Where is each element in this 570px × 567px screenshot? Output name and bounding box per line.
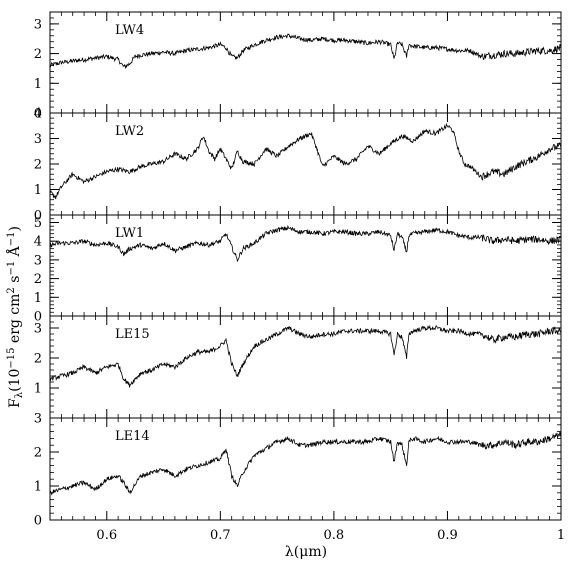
panel-label: LW4: [115, 23, 144, 38]
panel-le14: 0 1 2 3 LE14: [34, 412, 562, 529]
y-tick-label: 5: [34, 216, 42, 231]
panel-lw4: 0 1 2 3 LW4: [34, 11, 562, 122]
spectrum-line-lw1: [49, 224, 562, 262]
spectrum-line-lw4: [49, 33, 562, 70]
y-tick-label: 4: [34, 107, 42, 122]
panel-label: LE14: [115, 429, 150, 444]
x-axis-label: λ(μm): [285, 544, 327, 560]
y-tick-label: 2: [34, 272, 42, 287]
y-tick-label: 3: [34, 132, 42, 147]
panel-label: LW1: [115, 226, 144, 241]
y-tick-label: 2: [34, 352, 42, 367]
y-tick-label: 3: [34, 322, 42, 337]
y-tick-label: 2: [34, 446, 42, 461]
spectrum-line-lw2: [49, 122, 562, 200]
y-tick-label: 3: [34, 412, 42, 427]
y-tick-label: 4: [34, 235, 42, 250]
x-axis-layer: 0.6 0.7 0.8 0.9 1: [96, 528, 565, 543]
y-tick-label: 1: [34, 480, 42, 495]
x-tick-label: 1: [557, 528, 565, 543]
panel-frame: [49, 417, 562, 521]
y-tick-label: 1: [34, 291, 42, 306]
y-tick-label: 3: [34, 253, 42, 268]
y-tick-label: 0: [34, 514, 42, 529]
panel-le15: 1 2 3 LE15: [34, 315, 562, 419]
y-tick-label: 3: [34, 17, 42, 32]
y-tick-label: 1: [34, 77, 42, 92]
x-tick-label: 0.6: [96, 528, 117, 543]
y-tick-label: 2: [34, 158, 42, 173]
panel-lw2: 0 1 2 3 4 LW2: [34, 107, 562, 224]
y-tick-label: 0: [34, 209, 42, 224]
spectrum-line-le15: [49, 324, 562, 388]
panel-label: LW2: [115, 124, 144, 139]
y-tick-label: 0: [34, 310, 42, 325]
panel-lw1: 0 1 2 3 4 5 LW1: [34, 214, 562, 325]
x-tick-label: 0.9: [437, 528, 458, 543]
x-tick-label: 0.7: [210, 528, 231, 543]
spectrum-line-le14: [49, 431, 562, 496]
y-tick-label: 1: [34, 183, 42, 198]
y-tick-label: 2: [34, 47, 42, 62]
x-tick-label: 0.8: [324, 528, 345, 543]
panel-label: LE15: [115, 327, 150, 342]
y-tick-label: 1: [34, 382, 42, 397]
panels-layer: 0 1 2 3 LW4 0 1 2 3 4 LW2 0 1 2 3 4 5 LW1 1 2 3 LE15 0 1 2 3 LE14: [34, 11, 562, 529]
y-tick-label: 0: [34, 107, 42, 122]
y-axis-label: Fλ(10−15 erg cm2 s−1 Å−1): [5, 226, 25, 408]
